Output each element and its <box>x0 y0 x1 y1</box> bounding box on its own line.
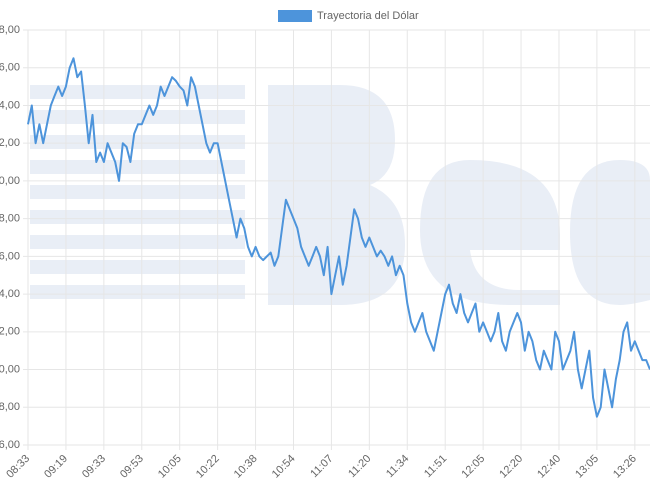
y-tick-label: 6,00 <box>0 439 20 451</box>
legend-label: Trayectoria del Dólar <box>317 10 419 22</box>
y-tick-label: 2,00 <box>0 326 20 338</box>
x-tick-label: 11:34 <box>384 453 411 480</box>
x-tick-label: 12:40 <box>535 453 563 481</box>
y-tick-label: 8,00 <box>0 24 20 36</box>
y-tick-label: 0,00 <box>0 363 20 375</box>
x-tick-label: 12:05 <box>459 453 487 481</box>
y-tick-label: 0,00 <box>0 175 20 187</box>
x-tick-label: 09:33 <box>80 453 108 481</box>
y-tick-label: 6,00 <box>0 250 20 262</box>
x-tick-label: 10:38 <box>232 453 260 481</box>
x-tick-label: 10:22 <box>194 453 222 481</box>
x-tick-label: 10:05 <box>156 453 184 481</box>
x-tick-label: 11:51 <box>422 453 449 480</box>
y-tick-label: 8,00 <box>0 401 20 413</box>
x-tick-label: 11:07 <box>308 453 335 480</box>
x-tick-label: 12:20 <box>497 453 525 481</box>
y-tick-label: 6,00 <box>0 62 20 74</box>
x-tick-label: 13:05 <box>573 453 601 481</box>
watermark <box>30 85 650 305</box>
x-tick-label: 09:19 <box>42 453 70 481</box>
x-tick-label: 13:26 <box>611 453 639 481</box>
x-tick-label: 09:53 <box>118 453 146 481</box>
y-tick-label: 8,00 <box>0 213 20 225</box>
y-tick-label: 4,00 <box>0 99 20 111</box>
y-tick-label: 4,00 <box>0 288 20 300</box>
x-tick-label: 10:54 <box>270 453 298 481</box>
x-tick-label: 08:33 <box>4 453 32 481</box>
x-tick-label: 11:20 <box>346 453 373 480</box>
line-series <box>27 57 650 418</box>
legend-swatch <box>278 10 312 22</box>
y-tick-label: 2,00 <box>0 137 20 149</box>
